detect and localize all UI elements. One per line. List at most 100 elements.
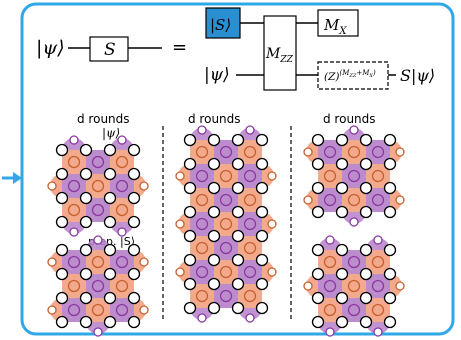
ancilla-qubit <box>115 279 129 293</box>
ancilla-qubit <box>67 255 81 269</box>
ancilla-qubit <box>371 145 385 159</box>
data-qubit <box>183 133 197 147</box>
data-qubit <box>335 181 349 195</box>
data-qubit <box>335 267 349 281</box>
ancilla-qubit <box>347 279 361 293</box>
ancilla-qubit <box>395 281 405 291</box>
data-qubit <box>311 315 325 329</box>
ancilla-qubit <box>91 179 105 193</box>
ancilla-qubit <box>347 145 361 159</box>
ancilla-qubit <box>91 203 105 217</box>
mx-label: MX <box>323 16 347 37</box>
ancilla-qubit <box>267 219 277 229</box>
ancilla-qubit <box>67 179 81 193</box>
data-qubit <box>255 229 269 243</box>
data-qubit <box>255 277 269 291</box>
data-qubit <box>255 301 269 315</box>
data-qubit <box>231 253 245 267</box>
data-qubit <box>183 229 197 243</box>
data-qubit <box>55 291 69 305</box>
data-qubit <box>79 191 93 205</box>
data-qubit <box>359 133 373 147</box>
ancilla-qubit <box>373 327 383 337</box>
data-qubit <box>383 205 397 219</box>
ancilla-qubit <box>47 305 57 315</box>
ancilla-qubit <box>197 313 207 323</box>
data-qubit <box>55 315 69 329</box>
ancilla-qubit <box>67 279 81 293</box>
data-qubit <box>127 191 141 205</box>
data-qubit <box>311 267 325 281</box>
data-qubit <box>55 243 69 257</box>
ancilla-qubit <box>303 195 313 205</box>
correction-box <box>317 61 389 90</box>
data-qubit <box>383 157 397 171</box>
ancilla-qubit <box>371 193 385 207</box>
ancilla-qubit <box>195 145 209 159</box>
data-qubit <box>79 215 93 229</box>
ancilla-qubit <box>347 193 361 207</box>
data-qubit <box>311 205 325 219</box>
data-qubit <box>79 315 93 329</box>
data-qubit <box>335 133 349 147</box>
s-gate-label: S <box>104 40 116 60</box>
data-qubit <box>79 267 93 281</box>
ancilla-qubit <box>197 125 207 135</box>
data-qubit <box>55 191 69 205</box>
data-qubit <box>231 229 245 243</box>
data-qubit <box>311 291 325 305</box>
ancilla-qubit <box>325 235 335 245</box>
data-qubit <box>79 143 93 157</box>
ancilla-qubit <box>373 235 383 245</box>
data-qubit <box>103 267 117 281</box>
ancilla-qubit <box>93 235 103 245</box>
data-qubit <box>231 205 245 219</box>
data-qubit <box>255 181 269 195</box>
circuit: |ψ⟩ S = |S⟩ MX |ψ⟩ (Z)(MZZ+MX) S|ψ⟩ MZZ <box>36 7 435 91</box>
ancilla-qubit <box>69 135 79 145</box>
ancilla-ket: |S⟩ <box>210 16 231 34</box>
ancilla-qubit <box>115 155 129 169</box>
s-gate-box <box>89 36 129 62</box>
input-ket: |ψ⟩ <box>36 37 65 59</box>
data-qubit <box>335 291 349 305</box>
data-qubit <box>55 215 69 229</box>
panel-title-1: d rounds <box>77 112 130 126</box>
data-qubit <box>383 133 397 147</box>
ancilla-qubit <box>395 195 405 205</box>
data-qubit <box>127 315 141 329</box>
data-qubit <box>359 291 373 305</box>
data-qubit <box>127 215 141 229</box>
ancilla-qubit <box>219 169 233 183</box>
data-qubit <box>103 191 117 205</box>
ancilla-qubit <box>323 303 337 317</box>
ancilla-qubit <box>67 203 81 217</box>
data-qubit <box>383 291 397 305</box>
ancilla-qubit <box>115 303 129 317</box>
panel-labels: d rounds |ψ⟩ prep. |S⟩ d rounds d rounds <box>77 112 376 248</box>
ancilla-qubit <box>323 169 337 183</box>
data-qubit <box>103 315 117 329</box>
ancilla-qubit <box>303 147 313 157</box>
ancilla-qubit <box>371 169 385 183</box>
surface-code-lattices <box>47 125 405 337</box>
ancilla-qubit <box>219 241 233 255</box>
data-qubit <box>335 157 349 171</box>
ancilla-qubit <box>175 171 185 181</box>
ancilla-qubit <box>67 303 81 317</box>
ancilla-qubit <box>117 227 127 237</box>
data-qubit <box>55 267 69 281</box>
data-qubit <box>359 157 373 171</box>
data-qubit <box>207 157 221 171</box>
equals-sign: = <box>172 37 187 58</box>
data-qubit <box>127 291 141 305</box>
ancilla-qubit <box>371 255 385 269</box>
data-qubit <box>359 243 373 257</box>
ancilla-qubit <box>195 289 209 303</box>
data-qubit <box>255 253 269 267</box>
data-qubit <box>359 315 373 329</box>
data-qubit <box>79 167 93 181</box>
panel-ket-label: |ψ⟩ <box>102 126 120 140</box>
ancilla-qubit <box>139 305 149 315</box>
data-qubit <box>103 215 117 229</box>
